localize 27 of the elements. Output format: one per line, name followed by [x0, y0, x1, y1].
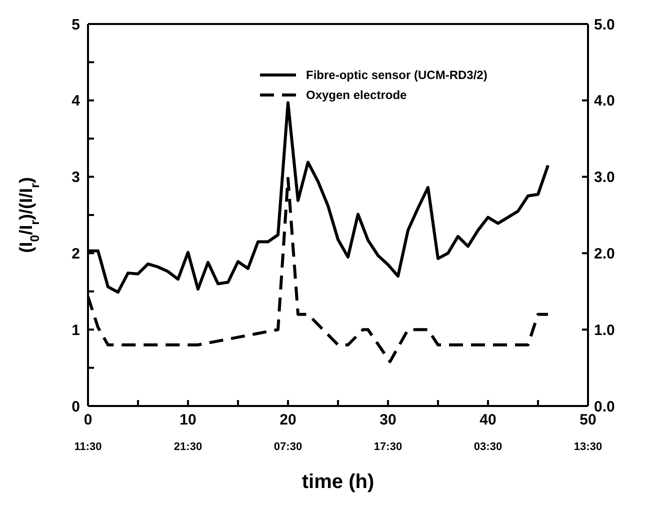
- text: 21:30: [174, 440, 202, 453]
- x-tick-label: 20: [280, 412, 296, 429]
- legend-label: Fibre-optic sensor (UCM-RD3/2): [306, 68, 488, 82]
- y2-tick-label: 5.0: [594, 16, 615, 34]
- y2-tick-label: 3.0: [594, 169, 615, 186]
- text: 03:30: [474, 440, 502, 453]
- y-tick-label: 4: [72, 92, 81, 110]
- text: 17:30: [374, 440, 402, 453]
- x-tick-label: 0: [84, 412, 92, 429]
- x-tick-label: 50: [580, 412, 596, 429]
- y2-tick-label: 1.0: [594, 322, 615, 339]
- text: 11:30: [74, 440, 102, 453]
- y2-tick-label: 2.0: [594, 246, 615, 263]
- y-tick-label: 5: [72, 16, 80, 34]
- y2-tick-label: 4.0: [594, 92, 615, 110]
- text: 07:30: [274, 440, 302, 453]
- x-tick-label: 40: [480, 412, 496, 429]
- y2-tick-label: 0.0: [594, 398, 615, 416]
- x-axis-title: time (h): [302, 471, 374, 493]
- legend-label: Oxygen electrode: [306, 88, 407, 102]
- x-tick-label: 30: [380, 412, 396, 429]
- y-tick-label: 0: [72, 398, 80, 416]
- text: 13:30: [574, 440, 602, 453]
- x-tick-label: 10: [180, 412, 196, 429]
- y-tick-label: 1: [72, 322, 80, 339]
- y-tick-label: 2: [72, 246, 80, 263]
- y-tick-label: 3: [72, 169, 80, 186]
